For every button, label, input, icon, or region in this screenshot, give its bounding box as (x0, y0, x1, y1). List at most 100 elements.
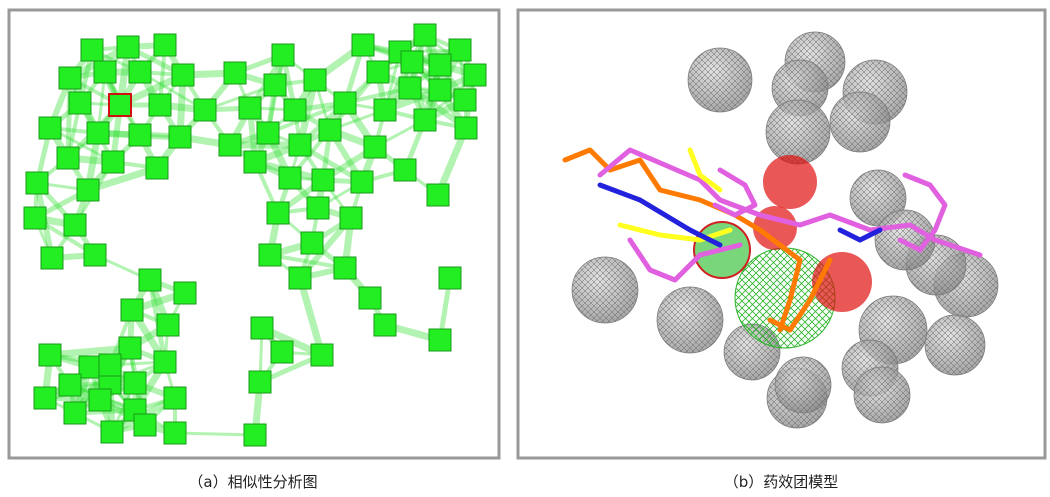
node (401, 51, 423, 73)
node (154, 351, 176, 373)
node (124, 372, 146, 394)
node (224, 62, 246, 84)
node (39, 344, 61, 366)
node (319, 119, 341, 141)
node (429, 54, 451, 76)
node (334, 92, 356, 114)
node (307, 197, 329, 219)
sphere-mesh (830, 92, 890, 152)
node (301, 232, 323, 254)
node (251, 317, 273, 339)
node (289, 134, 311, 156)
node (134, 414, 156, 436)
node (304, 69, 326, 91)
sphere-mesh (766, 100, 830, 164)
node (311, 344, 333, 366)
node (146, 157, 168, 179)
node (454, 89, 476, 111)
node (77, 179, 99, 201)
node (41, 247, 63, 269)
sphere-mesh (657, 287, 723, 353)
node (59, 67, 81, 89)
node (249, 371, 271, 393)
node (157, 314, 179, 336)
node (174, 282, 196, 304)
node (39, 117, 61, 139)
node (414, 24, 436, 46)
node (81, 39, 103, 61)
node (374, 99, 396, 121)
node (129, 124, 151, 146)
node (69, 92, 91, 114)
node (102, 151, 124, 173)
node (89, 389, 111, 411)
node (284, 99, 306, 121)
node (219, 134, 241, 156)
node (117, 36, 139, 58)
node (257, 122, 279, 144)
node (57, 147, 79, 169)
node (272, 44, 294, 66)
node (26, 172, 48, 194)
sphere-mesh (925, 315, 985, 375)
node (34, 387, 56, 409)
node (264, 74, 286, 96)
node (164, 387, 186, 409)
node (101, 421, 123, 443)
node (99, 354, 121, 376)
node (87, 122, 109, 144)
node (334, 257, 356, 279)
node (129, 61, 151, 83)
caption-b: （b）药效团模型 (724, 473, 839, 491)
node (367, 61, 389, 83)
node (59, 374, 81, 396)
node (79, 356, 101, 378)
node (364, 136, 386, 158)
node (289, 267, 311, 289)
node (169, 126, 191, 148)
node (374, 314, 396, 336)
node (439, 267, 461, 289)
node (24, 207, 46, 229)
edge (175, 433, 255, 435)
figure: （a）相似性分析图 （b）药效团模型 (0, 0, 1050, 497)
sphere-mesh (854, 367, 910, 423)
node (429, 79, 451, 101)
node (194, 99, 216, 121)
node (359, 287, 381, 309)
sphere-mesh (572, 257, 638, 323)
node (414, 109, 436, 131)
node (109, 94, 131, 116)
sphere-mesh (775, 357, 831, 413)
node (312, 169, 334, 191)
node (352, 34, 374, 56)
node (259, 244, 281, 266)
node (172, 64, 194, 86)
feature-sphere (763, 155, 817, 209)
node (399, 77, 421, 99)
caption-a: （a）相似性分析图 (188, 473, 317, 491)
node (244, 424, 266, 446)
node (154, 34, 176, 56)
node (279, 167, 301, 189)
node (427, 184, 449, 206)
node (64, 214, 86, 236)
node (94, 61, 116, 83)
node (64, 402, 86, 424)
node (340, 207, 362, 229)
node (121, 299, 143, 321)
node (429, 329, 451, 351)
node (164, 422, 186, 444)
node (267, 202, 289, 224)
node (351, 171, 373, 193)
node (464, 64, 486, 86)
node (271, 341, 293, 363)
node (239, 97, 261, 119)
node (119, 337, 141, 359)
node (149, 94, 171, 116)
node (449, 39, 471, 61)
sphere-mesh (688, 48, 752, 112)
node (394, 159, 416, 181)
node (455, 117, 477, 139)
node (139, 269, 161, 291)
